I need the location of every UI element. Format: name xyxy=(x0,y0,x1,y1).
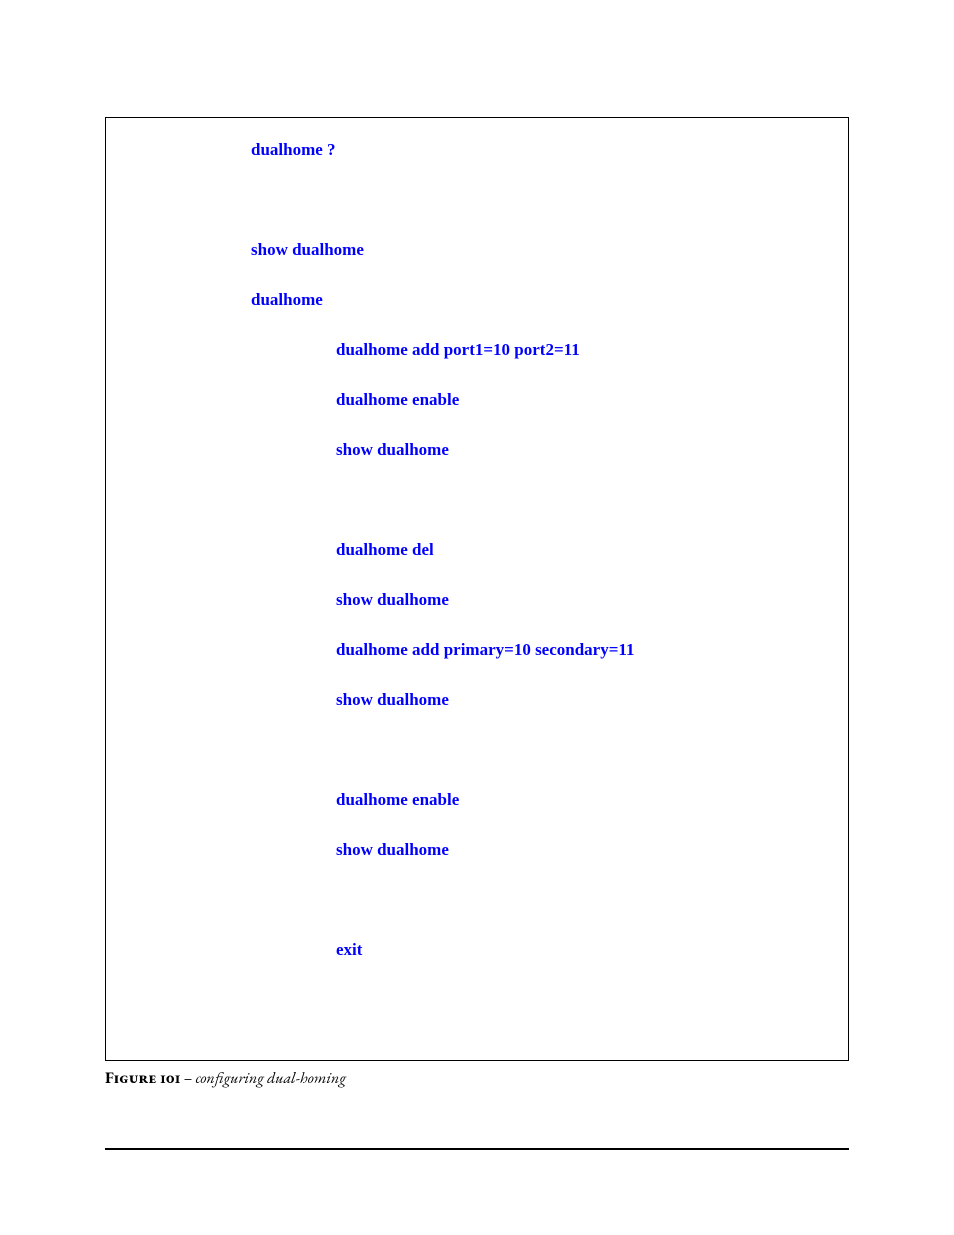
cli-command: dualhome add port1=10 port2=11 xyxy=(336,340,580,360)
cli-command: show dualhome xyxy=(336,590,449,610)
figure-caption-separator: – xyxy=(180,1067,195,1088)
figure-box: dualhome ? show dualhome dualhome dualho… xyxy=(105,117,849,1061)
cli-command: show dualhome xyxy=(336,440,449,460)
cli-command: exit xyxy=(336,940,362,960)
figure-caption-title: configuring dual-homing xyxy=(196,1067,346,1088)
cli-command: show dualhome xyxy=(251,240,364,260)
cli-command: show dualhome xyxy=(336,690,449,710)
cli-command: show dualhome xyxy=(336,840,449,860)
page: dualhome ? show dualhome dualhome dualho… xyxy=(0,0,954,1235)
cli-command: dualhome add primary=10 secondary=11 xyxy=(336,640,634,660)
cli-command: dualhome xyxy=(251,290,323,310)
figure-caption: Figure 101 – configuring dual-homing xyxy=(105,1067,346,1088)
cli-command: dualhome enable xyxy=(336,390,459,410)
cli-command: dualhome enable xyxy=(336,790,459,810)
footer-rule xyxy=(105,1148,849,1150)
figure-caption-label: Figure 101 xyxy=(105,1067,180,1088)
cli-command: dualhome ? xyxy=(251,140,336,160)
cli-command: dualhome del xyxy=(336,540,434,560)
